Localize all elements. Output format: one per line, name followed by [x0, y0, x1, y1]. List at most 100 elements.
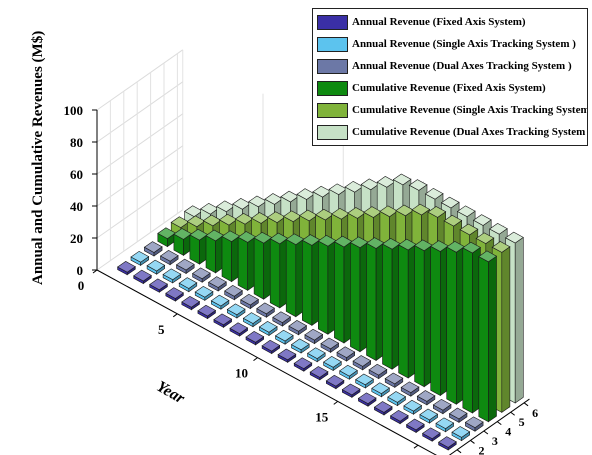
bar-2-year-20 — [436, 418, 454, 432]
legend-item: Cumulative Revenue (Dual Axes Tracking S… — [317, 122, 588, 142]
bar-2-year-4 — [179, 278, 197, 292]
legend-swatch — [317, 15, 348, 30]
bar-4-year-10 — [302, 235, 320, 326]
bar-3-year-1 — [144, 242, 162, 256]
z-tick-label: 0 — [77, 263, 84, 278]
bar-3-year-12 — [321, 338, 339, 352]
bar-1-year-14 — [326, 375, 344, 389]
legend-item: Cumulative Revenue (Single Axis Tracking… — [317, 100, 588, 120]
bar-4-year-3 — [190, 229, 208, 264]
bar-4-year-15 — [383, 238, 401, 369]
bar-1-year-13 — [310, 367, 328, 380]
y-tick-label: 2 — [478, 443, 484, 455]
y-tick-label: 4 — [505, 425, 511, 439]
y-tick-mark — [484, 431, 488, 434]
bar-1-year-7 — [214, 314, 232, 328]
bar-4-year-2 — [174, 229, 192, 256]
x-tick-mark — [414, 445, 418, 448]
bar-1-year-1 — [118, 261, 136, 274]
y-tick-label: 6 — [532, 406, 538, 420]
bar-2-year-3 — [163, 269, 181, 283]
bar-3-year-18 — [417, 391, 435, 405]
bar-1-year-12 — [294, 358, 312, 372]
z-tick-label: 60 — [70, 167, 83, 182]
bar-1-year-2 — [134, 270, 152, 284]
gridline-z — [97, 146, 183, 206]
bar-1-year-20 — [423, 428, 441, 441]
bar-1-year-10 — [262, 340, 280, 353]
bar-4-year-21 — [479, 251, 497, 422]
gridline-z — [97, 114, 183, 174]
bar-3-year-21 — [465, 417, 483, 431]
bar-3-year-15 — [369, 364, 387, 378]
legend-label: Cumulative Revenue (Single Axis Tracking… — [352, 104, 588, 116]
legend-label: Cumulative Revenue (Fixed Axis System) — [352, 82, 546, 94]
bar-2-year-21 — [452, 427, 470, 441]
x-tick-mark — [173, 314, 177, 317]
bar-4-year-8 — [270, 233, 288, 308]
legend-swatch — [317, 59, 348, 74]
bar-3-year-13 — [337, 347, 355, 361]
bar-3-year-6 — [225, 285, 243, 299]
bar-2-year-6 — [211, 295, 229, 309]
bar-2-year-16 — [372, 383, 390, 397]
y-tick-mark — [470, 440, 474, 443]
bar-4-year-18 — [431, 241, 449, 396]
legend-item: Annual Revenue (Single Axis Tracking Sys… — [317, 34, 576, 54]
bar-3-year-9 — [273, 312, 291, 326]
bar-4-year-11 — [318, 235, 336, 334]
bar-2-year-19 — [420, 409, 438, 423]
x-tick-mark — [334, 401, 338, 404]
legend-label: Annual Revenue (Fixed Axis System) — [352, 16, 526, 28]
bar-3-year-11 — [305, 329, 323, 343]
bar-1-year-19 — [407, 419, 425, 433]
y-tick-mark — [457, 450, 461, 453]
y-tick-mark — [524, 403, 528, 406]
bar-2-year-7 — [227, 304, 245, 318]
bar-1-year-3 — [150, 279, 168, 292]
x-tick-label: 5 — [158, 322, 165, 337]
bar-1-year-17 — [374, 402, 392, 416]
bar-3-year-19 — [433, 399, 451, 413]
bar-1-year-16 — [358, 393, 376, 406]
bar-3-year-5 — [209, 277, 227, 291]
bar-4-year-5 — [222, 231, 240, 282]
z-axis-label: Annual and Cumulative Revenues (M$) — [30, 31, 47, 285]
bar-2-year-17 — [388, 392, 406, 406]
z-tick-label: 100 — [64, 103, 84, 118]
bar-3-year-7 — [241, 294, 259, 308]
legend-swatch — [317, 103, 348, 118]
bar-3-year-10 — [289, 320, 307, 334]
bar-4-year-16 — [399, 239, 417, 378]
y-tick-label: 5 — [519, 415, 525, 429]
y-tick-label: 3 — [492, 434, 498, 448]
z-axis-ticks: 0 20 40 60 80 100 — [64, 103, 98, 278]
bar-1-year-15 — [342, 384, 360, 397]
bar-4-year-9 — [286, 234, 304, 317]
bar-2-year-10 — [276, 330, 294, 344]
bar-2-year-1 — [131, 251, 149, 265]
bar-2-year-12 — [308, 348, 326, 362]
bar-2-year-8 — [243, 313, 261, 327]
bar-1-year-18 — [391, 410, 409, 423]
bar-4-year-4 — [206, 230, 224, 273]
bar-4-year-12 — [334, 236, 352, 343]
legend-label: Annual Revenue (Dual Axes Tracking Syste… — [352, 60, 572, 72]
bar-2-year-5 — [195, 286, 213, 300]
bar-1-year-9 — [246, 331, 264, 345]
gridline-z — [97, 50, 183, 110]
y-tick-mark — [497, 422, 501, 425]
bar-3-year-14 — [353, 356, 371, 370]
bar-1-year-11 — [278, 349, 296, 362]
z-tick-label: 20 — [70, 231, 83, 246]
x-tick-label: 0 — [78, 278, 85, 293]
bar-3-year-3 — [177, 259, 195, 273]
bar-1-year-8 — [230, 323, 248, 336]
legend-item: Annual Revenue (Dual Axes Tracking Syste… — [317, 56, 572, 76]
legend-swatch — [317, 37, 348, 52]
bar-4-year-20 — [463, 242, 481, 413]
bar-2-year-9 — [259, 321, 277, 335]
bar-3-year-20 — [449, 408, 467, 422]
bar-3-year-2 — [161, 250, 179, 264]
bar-3-year-16 — [385, 373, 403, 387]
